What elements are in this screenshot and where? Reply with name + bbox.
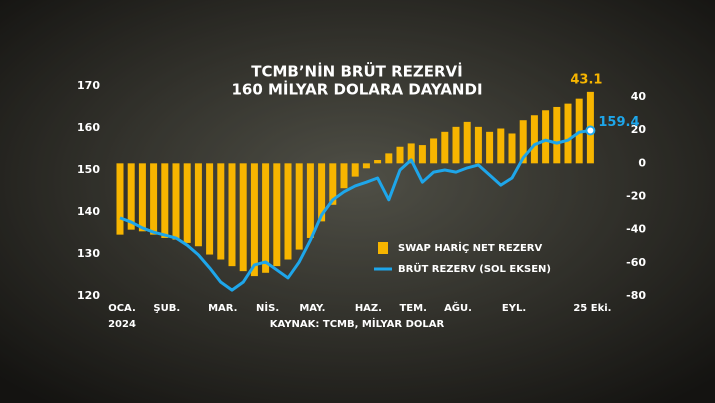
chart-title: 160 MİLYAR DOLARA DAYANDI bbox=[231, 80, 482, 99]
x-tick-label: ŞUB. bbox=[153, 303, 180, 314]
bar bbox=[273, 163, 281, 267]
y2-tick-label: 0 bbox=[638, 156, 646, 169]
bar bbox=[161, 163, 169, 238]
x-tick-label: TEM. bbox=[399, 303, 426, 314]
bar bbox=[295, 163, 303, 250]
legend-label: BRÜT REZERV (SOL EKSEN) bbox=[398, 261, 551, 275]
year-label: 2024 bbox=[108, 319, 136, 330]
bar bbox=[530, 115, 538, 164]
x-tick-label: MAR. bbox=[208, 303, 237, 314]
bar bbox=[396, 146, 404, 164]
bar bbox=[407, 143, 415, 164]
bar bbox=[239, 163, 247, 272]
x-tick-label: HAZ. bbox=[355, 303, 382, 314]
bar bbox=[385, 153, 393, 164]
bar bbox=[340, 163, 348, 189]
bar bbox=[306, 163, 314, 238]
bar bbox=[318, 163, 326, 222]
bar bbox=[497, 128, 505, 164]
bar bbox=[217, 163, 225, 260]
y-tick-label: 140 bbox=[77, 205, 100, 218]
bar bbox=[452, 126, 460, 164]
bar bbox=[351, 163, 359, 177]
bar bbox=[183, 163, 191, 243]
bar bbox=[150, 163, 158, 235]
bar bbox=[127, 163, 135, 230]
bar bbox=[262, 163, 270, 273]
bar bbox=[362, 163, 370, 169]
y2-tick-label: -20 bbox=[626, 190, 646, 203]
bar bbox=[138, 163, 146, 232]
bar bbox=[194, 163, 202, 247]
y-tick-label: 120 bbox=[77, 289, 100, 302]
y2-tick-label: 40 bbox=[631, 90, 647, 103]
y2-tick-label: -80 bbox=[626, 289, 646, 302]
chart-title: TCMB’NİN BRÜT REZERVİ bbox=[251, 62, 463, 81]
y-tick-label: 160 bbox=[77, 121, 100, 134]
y-tick-label: 130 bbox=[77, 247, 100, 260]
bar bbox=[250, 163, 258, 277]
bar bbox=[474, 126, 482, 164]
y-tick-label: 170 bbox=[77, 79, 100, 92]
bar bbox=[374, 160, 382, 164]
x-tick-label: OCA. bbox=[108, 303, 136, 314]
x-tick-label: MAY. bbox=[299, 303, 325, 314]
y2-tick-label: -40 bbox=[626, 223, 646, 236]
bar bbox=[519, 120, 527, 164]
x-tick-label: AĞU. bbox=[444, 301, 472, 314]
bar bbox=[430, 138, 438, 164]
y-tick-label: 150 bbox=[77, 163, 100, 176]
bar bbox=[228, 163, 236, 267]
bar bbox=[542, 110, 550, 164]
legend-swatch bbox=[378, 242, 388, 254]
value-label: 159.4 bbox=[598, 115, 639, 130]
x-tick-label: NİS. bbox=[256, 300, 279, 314]
bar bbox=[508, 133, 516, 164]
x-tick-label: EYL. bbox=[502, 303, 526, 314]
bar bbox=[441, 131, 449, 164]
bar bbox=[418, 145, 426, 164]
legend-label: SWAP HARİÇ NET REZERV bbox=[398, 240, 542, 254]
end-point bbox=[585, 125, 596, 136]
y2-tick-label: 20 bbox=[631, 123, 647, 136]
bar bbox=[463, 121, 471, 164]
bar bbox=[486, 131, 494, 164]
bar bbox=[206, 163, 214, 255]
x-tick-label: 25 Eki. bbox=[573, 303, 611, 314]
bar bbox=[172, 163, 180, 240]
bar bbox=[553, 106, 561, 164]
value-label: 43.1 bbox=[570, 72, 602, 87]
line bbox=[119, 129, 591, 292]
bar bbox=[329, 163, 337, 205]
source: KAYNAK: TCMB, MİLYAR DOLAR bbox=[270, 316, 445, 330]
bar bbox=[284, 163, 292, 260]
bar bbox=[116, 163, 124, 235]
y2-tick-label: -60 bbox=[626, 256, 646, 269]
bar bbox=[564, 103, 572, 164]
